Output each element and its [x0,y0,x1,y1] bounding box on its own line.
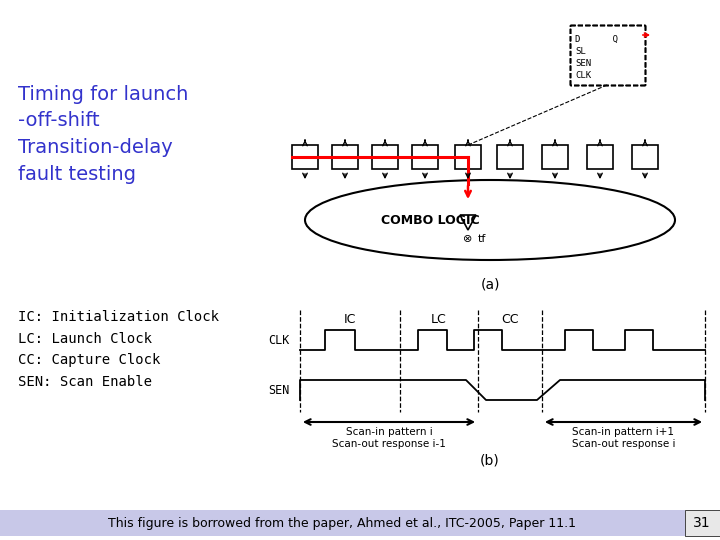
Bar [292,145,318,169]
Text: This figure is borrowed from the paper, Ahmed et al., ITC-2005, Paper 11.1: This figure is borrowed from the paper, … [108,516,576,530]
Bar [685,510,720,536]
Text: CC: CC [501,313,518,326]
Text: LC: LC [431,313,447,326]
Text: D      Q: D Q [575,35,618,44]
Text: SEN: SEN [575,59,591,68]
Text: Timing for launch
-off-shift
Transition-delay
fault testing: Timing for launch -off-shift Transition-… [18,85,189,184]
Text: IC: IC [344,313,356,326]
Text: CLK: CLK [575,71,591,80]
Text: (b): (b) [480,454,500,468]
Bar [455,145,481,169]
Bar [372,145,398,169]
Text: 31: 31 [693,516,711,530]
Text: ⊗: ⊗ [463,234,473,244]
Text: SL: SL [575,47,586,56]
Bar [412,145,438,169]
Text: SEN: SEN [269,383,290,396]
Text: tf: tf [478,234,487,244]
Bar [542,145,568,169]
Bar [0,510,685,536]
Text: (a): (a) [480,278,500,292]
Bar [632,145,658,169]
Bar [332,145,358,169]
Text: Scan-in pattern i: Scan-in pattern i [346,427,433,437]
Text: IC: Initialization Clock
LC: Launch Clock
CC: Capture Clock
SEN: Scan Enable: IC: Initialization Clock LC: Launch Cloc… [18,310,219,389]
Text: CLK: CLK [269,334,290,347]
Text: Scan-out response i: Scan-out response i [572,439,675,449]
Bar [587,145,613,169]
Bar [497,145,523,169]
Text: COMBO LOGIC: COMBO LOGIC [381,213,480,226]
Text: Scan-out response i-1: Scan-out response i-1 [332,439,446,449]
Text: Scan-in pattern i+1: Scan-in pattern i+1 [572,427,675,437]
